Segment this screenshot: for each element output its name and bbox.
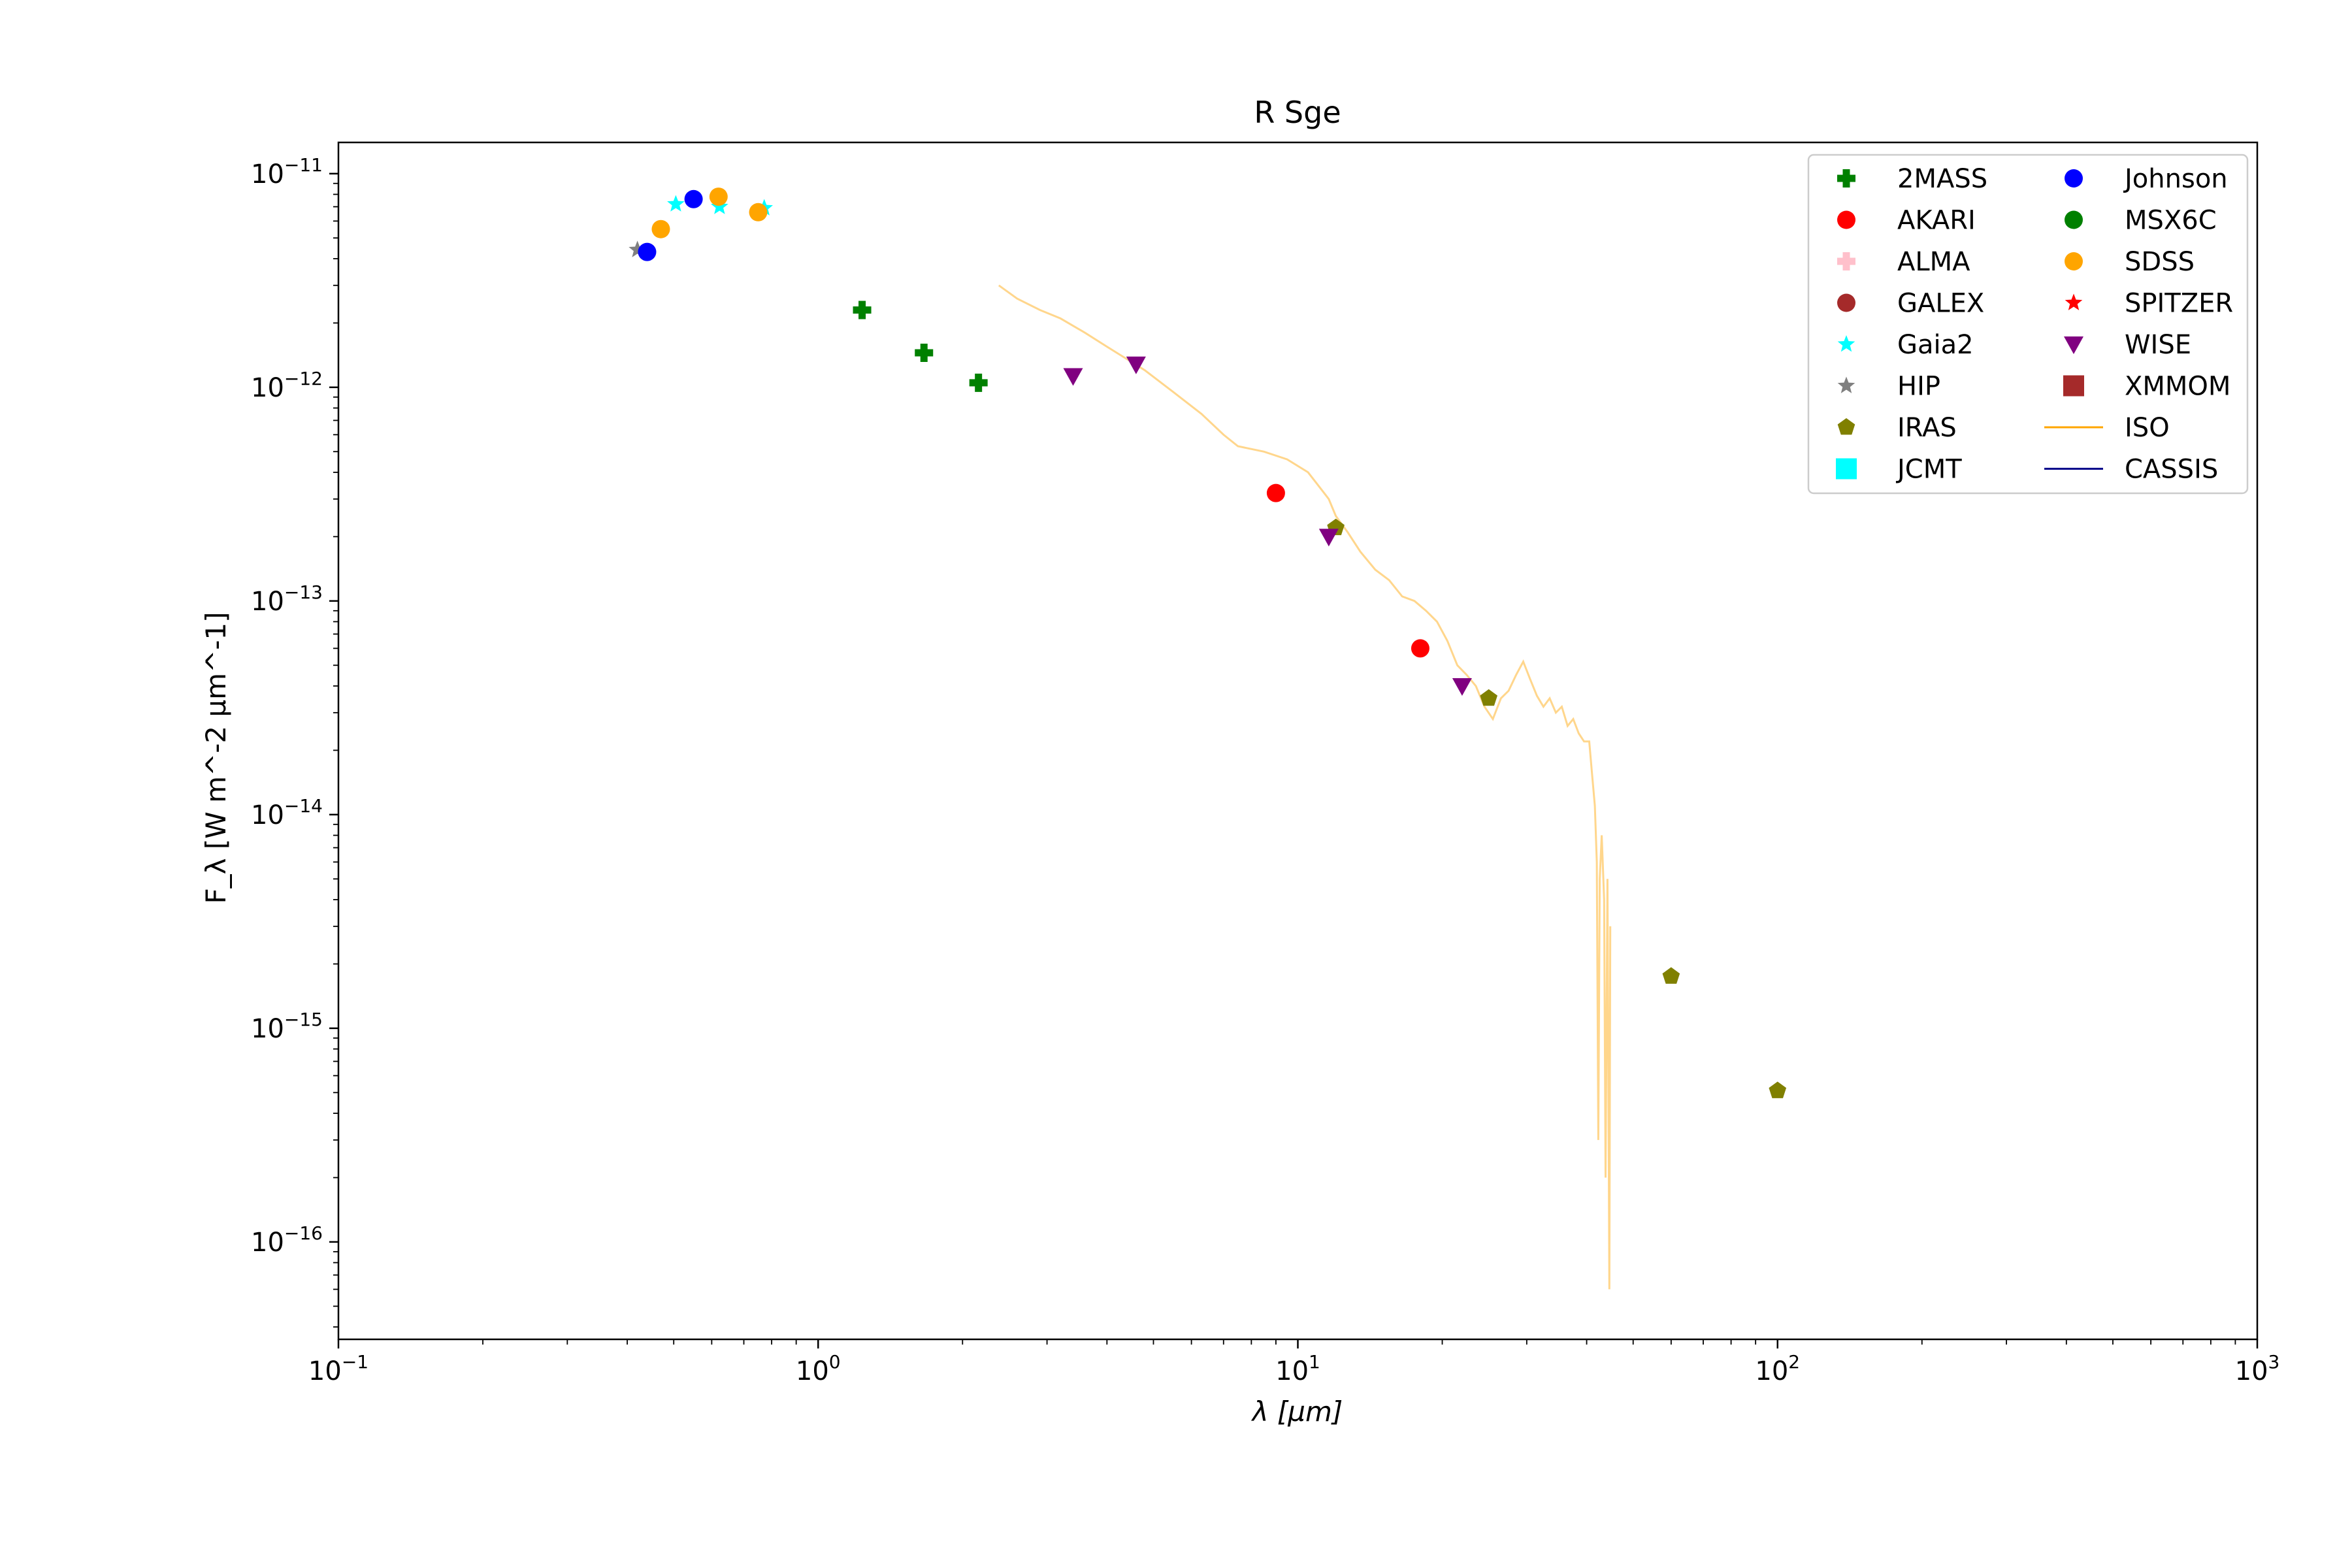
data-point-iras-3 (1662, 967, 1680, 984)
y-tick-label-3: 10−14 (251, 795, 323, 830)
legend-label-iso: ISO (2125, 413, 2170, 443)
legend-box (1807, 154, 2249, 495)
data-point-johnson-1 (638, 242, 657, 261)
legend-marker-jcmt (1836, 458, 1857, 480)
data-point-gaia2-2 (711, 197, 728, 214)
legend-marker-wise (2064, 336, 2083, 354)
data-point-wise-3 (1318, 529, 1339, 547)
legend-marker-xmmom (2063, 375, 2084, 397)
legend-marker-sdss (2065, 252, 2083, 270)
x-tick-label-1: 10−1 (308, 1351, 368, 1386)
data-point-2mass-1 (853, 301, 872, 319)
legend-marker-spitzer (2065, 293, 2083, 310)
iso-spectrum-layer (998, 284, 1612, 1290)
legend-label-gaia2: Gaia2 (1897, 330, 1974, 360)
data-point-wise-2 (1126, 356, 1146, 374)
data-point-2mass-2 (915, 344, 934, 363)
data-point-johnson-2 (684, 189, 703, 208)
legend-marker-johnson (2065, 169, 2083, 188)
legend-marker-iras (1837, 418, 1855, 435)
data-point-sdss-2 (709, 188, 728, 206)
legend-label-iras: IRAS (1897, 413, 1957, 443)
data-point-wise-4 (1452, 678, 1472, 696)
data-point-akari-1 (1266, 483, 1285, 502)
legend-marker-alma (1837, 252, 1855, 270)
legend-label-sdss: SDSS (2125, 247, 2195, 277)
legend-label-xmmom: XMMOM (2125, 372, 2230, 402)
data-point-sdss-1 (651, 220, 670, 238)
y-tick-label-6: 10−11 (251, 154, 323, 189)
y-axis-label: F_λ [W m^-2 μm^-1] (200, 612, 232, 904)
legend-label-2mass: 2MASS (1897, 164, 1987, 194)
y-tick-label-5: 10−12 (251, 368, 323, 403)
y-tick-label-1: 10−16 (251, 1222, 323, 1258)
data-points-layer (629, 188, 1787, 1098)
series-line-iso (998, 284, 1612, 1290)
x-tick-label-2: 100 (796, 1351, 841, 1386)
data-point-sdss-3 (749, 203, 768, 221)
legend-label-spitzer: SPITZER (2125, 289, 2233, 319)
y-tick-label-4: 10−13 (251, 581, 323, 617)
ticks-layer: 10−1 100 101 102 103 10−16 10−15 10−14 10−13 10−1… (251, 154, 2279, 1386)
y-tick-label-2: 10−15 (251, 1009, 323, 1044)
data-point-hip-1 (629, 240, 646, 257)
x-tick-label-3: 101 (1275, 1351, 1320, 1386)
legend-label-wise: WISE (2125, 330, 2191, 360)
legend-label-cassis: CASSIS (2125, 455, 2218, 485)
x-tick-label-4: 102 (1755, 1351, 1800, 1386)
legend-marker-akari (1837, 210, 1855, 229)
legend-label-alma: ALMA (1897, 247, 1970, 277)
data-point-2mass-3 (969, 373, 988, 392)
legend-layer: 2MASS AKARI ALMA GALEX Gaia2 HIP IRAS JCMT Johns… (1807, 154, 2249, 495)
legend-label-jcmt: JCMT (1895, 455, 1962, 485)
legend-label-hip: HIP (1897, 372, 1940, 402)
chart-title: R Sge (1254, 95, 1341, 130)
x-tick-label-5: 103 (2235, 1351, 2280, 1386)
data-point-akari-2 (1411, 639, 1429, 658)
data-point-wise-1 (1063, 368, 1083, 386)
legend-marker-msx6c (2065, 210, 2083, 229)
legend-label-johnson: Johnson (2123, 164, 2228, 194)
legend-marker-galex (1837, 293, 1855, 312)
data-point-iras-2 (1480, 689, 1497, 706)
data-point-iras-4 (1769, 1081, 1787, 1098)
legend-marker-2mass (1837, 169, 1855, 188)
legend-marker-hip (1837, 376, 1855, 393)
legend-marker-gaia2 (1837, 335, 1855, 352)
legend-label-msx6c: MSX6C (2125, 206, 2217, 236)
x-axis-label: λ [μm] (1251, 1396, 1343, 1428)
legend-label-galex: GALEX (1897, 289, 1984, 319)
data-point-gaia2-1 (667, 195, 685, 212)
legend-label-akari: AKARI (1897, 206, 1976, 236)
